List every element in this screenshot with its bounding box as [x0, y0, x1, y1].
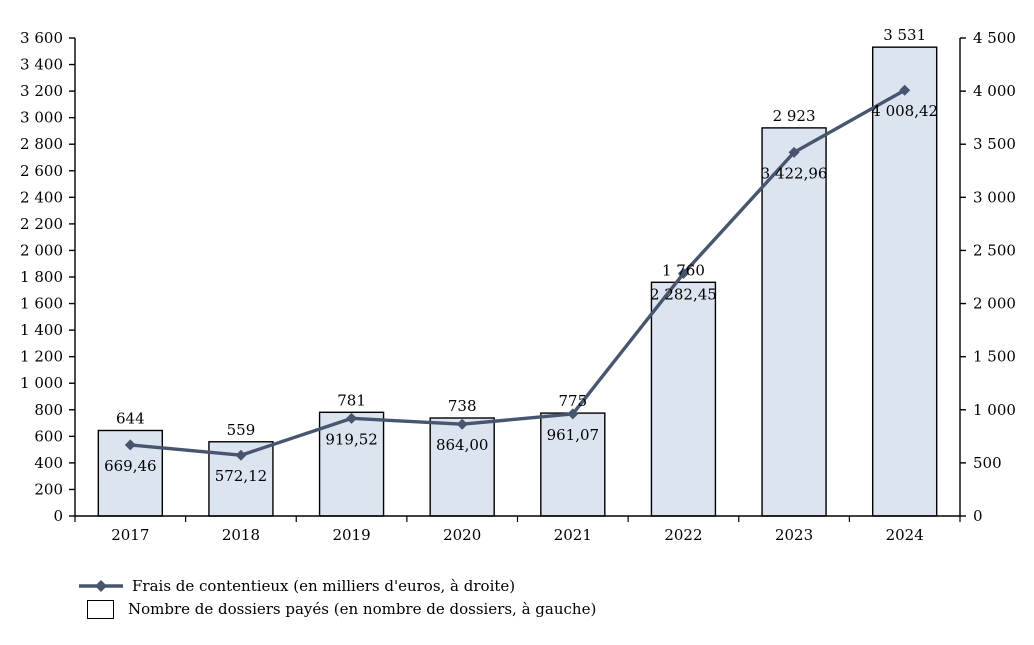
left-axis-tick-label: 3 600 — [20, 29, 63, 47]
legend-item-bar-series: Nombre de dossiers payés (en nombre de d… — [78, 599, 596, 619]
bar-2023 — [761, 127, 827, 517]
left-axis-tick-label: 1 600 — [20, 295, 63, 313]
line-marker-2022 — [677, 268, 689, 280]
bar-2022 — [650, 281, 717, 517]
line-marker-2018 — [235, 449, 247, 461]
left-axis-tick-label: 600 — [34, 427, 63, 445]
legend-label-bar-series: Nombre de dossiers payés (en nombre de d… — [128, 600, 597, 618]
left-axis-tick-label: 1 800 — [20, 268, 63, 286]
line-value-label: 864,00 — [436, 436, 489, 454]
line-marker-2023 — [788, 146, 800, 158]
left-axis-tick-label: 2 800 — [20, 135, 63, 153]
line-value-label: 961,07 — [547, 426, 600, 444]
bar-value-label: 1 760 — [662, 261, 705, 279]
left-axis-tick-label: 3 000 — [20, 109, 63, 127]
right-axis-tick-label: 3 500 — [973, 135, 1016, 153]
right-axis-tick-label: 1 000 — [973, 401, 1016, 419]
chart-legend: Frais de contentieux (en milliers d'euro… — [78, 576, 596, 619]
bar-value-label: 644 — [116, 409, 145, 427]
left-axis-tick-label: 200 — [34, 480, 63, 498]
x-axis-category-label: 2018 — [222, 526, 260, 544]
line-value-label: 572,12 — [215, 467, 268, 485]
bar-value-label: 781 — [337, 391, 366, 409]
x-axis-category-label: 2021 — [554, 526, 592, 544]
left-axis-tick-label: 2 400 — [20, 188, 63, 206]
legend-label-line-series: Frais de contentieux (en milliers d'euro… — [132, 577, 516, 595]
bar-value-label: 559 — [227, 421, 256, 439]
left-axis-tick-label: 2 200 — [20, 215, 63, 233]
left-axis-tick-label: 3 200 — [20, 82, 63, 100]
bar-2020 — [429, 417, 495, 517]
x-axis-category-label: 2023 — [775, 526, 813, 544]
x-axis-category-label: 2017 — [111, 526, 149, 544]
left-axis-tick-label: 1 400 — [20, 321, 63, 339]
right-axis-tick-label: 0 — [973, 507, 983, 525]
bar-series-swatch-icon — [87, 599, 114, 619]
right-axis-tick-label: 2 000 — [973, 295, 1016, 313]
combo-chart: 644 559 781 738 775 1 760 2 923 3 531 669,46 572,… — [20, 26, 1016, 544]
line-value-label: 4 008,42 — [871, 102, 938, 120]
bar-value-label: 2 923 — [773, 107, 816, 125]
left-axis-tick-label: 800 — [34, 401, 63, 419]
x-axis-category-label: 2024 — [886, 526, 924, 544]
bar-value-label: 3 531 — [883, 26, 926, 44]
bar-value-label: 775 — [558, 392, 587, 410]
line-series-marker-icon — [79, 580, 123, 592]
line-series-path — [128, 88, 907, 457]
x-axis-category-label: 2020 — [443, 526, 481, 544]
right-axis-tick-label: 4 000 — [973, 82, 1016, 100]
line-marker-2020 — [456, 418, 468, 430]
left-axis-tick-label: 2 000 — [20, 241, 63, 259]
left-axis-tick-label: 1 000 — [20, 374, 63, 392]
right-axis-tick-label: 2 500 — [973, 241, 1016, 259]
line-value-label: 2 282,45 — [650, 286, 717, 304]
left-axis-tick-label: 2 600 — [20, 162, 63, 180]
left-axis-tick-label: 400 — [34, 454, 63, 472]
right-axis-tick-label: 4 500 — [973, 29, 1016, 47]
left-axis-tick-label: 3 400 — [20, 56, 63, 74]
left-axis-tick-label: 0 — [53, 507, 63, 525]
right-axis-tick-label: 3 000 — [973, 188, 1016, 206]
right-axis-tick-label: 500 — [973, 454, 1002, 472]
line-marker-2019 — [346, 412, 358, 424]
x-axis-category-label: 2022 — [664, 526, 702, 544]
line-value-label: 919,52 — [325, 430, 378, 448]
bar-value-label: 738 — [448, 397, 477, 415]
line-value-label: 669,46 — [104, 457, 157, 475]
x-axis-category-label: 2019 — [332, 526, 370, 544]
left-axis-tick-label: 1 200 — [20, 348, 63, 366]
bar-2019 — [318, 411, 385, 517]
bar-2024 — [871, 46, 938, 517]
line-marker-2021 — [567, 408, 579, 420]
right-axis-tick-label: 1 500 — [973, 348, 1016, 366]
legend-item-line-series: Frais de contentieux (en milliers d'euro… — [78, 576, 596, 596]
line-value-label: 3 422,96 — [761, 164, 828, 182]
line-marker-2017 — [124, 439, 136, 451]
line-marker-2024 — [899, 84, 911, 96]
